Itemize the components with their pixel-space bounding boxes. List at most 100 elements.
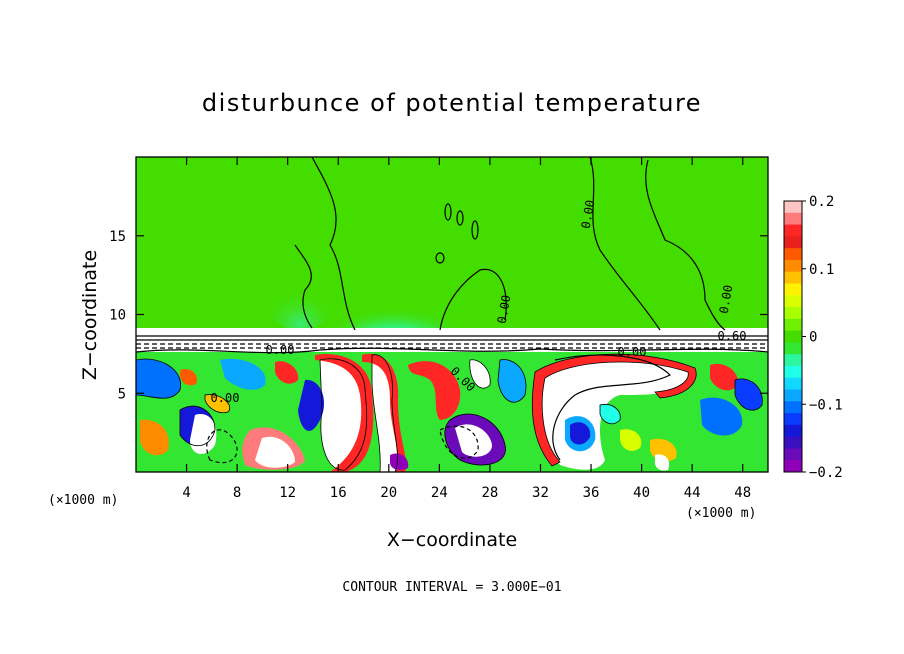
- colorbar-swatch: [784, 460, 802, 473]
- contour-line: [311, 157, 356, 331]
- colorbar-swatch: [784, 212, 802, 226]
- x-unit-left: (×1000 m): [48, 493, 118, 508]
- contour-closed: [206, 429, 238, 464]
- colorbar-swatch: [784, 365, 802, 379]
- anomaly-blob: [220, 358, 266, 390]
- colorbar-tick-label: 0.1: [809, 262, 834, 278]
- x-tick-label: 8: [233, 485, 241, 501]
- colorbar-swatch: [784, 224, 802, 237]
- anomaly-blob: [320, 358, 367, 471]
- blob-contour: [371, 354, 398, 472]
- anomaly-blob: [654, 454, 670, 471]
- contour-closed: [435, 252, 445, 264]
- colorbar-swatch: [784, 424, 802, 438]
- colorbar-swatch: [784, 271, 802, 284]
- x-tick-label: 32: [532, 485, 549, 501]
- x-tick-label: 28: [481, 485, 498, 501]
- blob-contour: [204, 394, 231, 414]
- anomaly-blob: [136, 359, 181, 399]
- x-tick-label: 36: [583, 485, 600, 501]
- anomaly-blob: [735, 378, 763, 411]
- x-axis-label: X−coordinate: [387, 529, 517, 551]
- colorbar-swatch: [784, 307, 802, 320]
- contour-label: 0.60: [718, 329, 747, 343]
- colorbar-swatch: [784, 248, 802, 261]
- colorbar-tick-label: 0.2: [809, 194, 834, 210]
- blob-contour: [599, 403, 621, 425]
- cyan-anomaly-3: [265, 270, 335, 330]
- blob-contour: [497, 359, 527, 403]
- colorbar-tick-label: −0.1: [809, 397, 843, 413]
- colorbar-swatch: [784, 436, 802, 449]
- x-tick-label: 40: [633, 485, 650, 501]
- colorbar-tick-label: −0.2: [809, 465, 843, 481]
- blob-contour: [531, 353, 697, 467]
- x-tick-label: 12: [279, 485, 296, 501]
- y-axis-label: Z−coordinate: [79, 250, 101, 380]
- anomaly-blob: [180, 369, 198, 386]
- y-tick-label: 5: [118, 386, 126, 402]
- contour-label: 0.00: [211, 391, 240, 405]
- contour-closed: [439, 425, 479, 459]
- contour-line: [136, 347, 768, 354]
- anomaly-blob: [275, 361, 299, 384]
- anomaly-blob: [455, 424, 492, 457]
- y-tick-label: 15: [109, 229, 126, 245]
- x-tick-label: 48: [734, 485, 751, 501]
- colorbar-swatch: [784, 295, 802, 308]
- blob-contour: [469, 359, 491, 389]
- contour-line: [589, 157, 661, 331]
- anomaly-blob: [298, 379, 325, 431]
- contour-label: 0.00: [495, 294, 514, 325]
- blob-contour: [734, 378, 763, 411]
- colorbar-swatch: [784, 389, 802, 402]
- colorbar-swatch: [784, 354, 802, 367]
- chart-title: disturbunce of potential temperature: [202, 89, 702, 117]
- anomaly-blob: [700, 397, 743, 436]
- anomaly-blob: [390, 453, 409, 470]
- contour-interval-footer: CONTOUR INTERVAL = 3.000E−01: [342, 580, 561, 595]
- colorbar: 0.2 0.1 0 −0.1 −0.2: [783, 194, 843, 481]
- turbulent-blobs: [136, 353, 763, 472]
- contour-line: [294, 244, 313, 329]
- colorbar-swatch: [784, 342, 802, 355]
- contour-line: [645, 159, 726, 331]
- x-axis: 4 8 12 16 20 24 28 32 36 40 44 48: [182, 157, 751, 501]
- anomaly-blob: [498, 359, 526, 403]
- anomaly-blob: [362, 353, 407, 472]
- x-tick-label: 24: [431, 485, 448, 501]
- contour-label: 0.00: [266, 343, 295, 357]
- contour-closed: [444, 203, 452, 221]
- colorbar-swatch: [784, 318, 802, 332]
- colorbar-swatch: [784, 377, 802, 391]
- x-unit-right: (×1000 m): [686, 506, 756, 521]
- colorbar-swatch: [784, 413, 802, 426]
- blob-contour: [179, 405, 216, 447]
- contour-closed: [471, 220, 479, 240]
- anomaly-blob: [600, 404, 621, 424]
- blob-contour: [319, 358, 368, 471]
- colorbar-swatch: [784, 330, 802, 343]
- x-tick-label: 16: [330, 485, 347, 501]
- anomaly-blob: [408, 361, 461, 420]
- plot-field: [136, 157, 768, 472]
- contour-line: [439, 268, 507, 331]
- anomaly-blob: [190, 414, 217, 455]
- colorbar-swatch: [784, 448, 802, 461]
- contour-closed: [456, 210, 464, 226]
- x-tick-label: 44: [684, 485, 701, 501]
- x-tick-label: 20: [380, 485, 397, 501]
- colorbar-tick-label: 0: [809, 330, 817, 346]
- contour-label: 0.00: [717, 284, 736, 315]
- contour-line: [552, 354, 672, 461]
- colorbar-swatch: [784, 259, 802, 273]
- anomaly-blob: [620, 429, 642, 451]
- contour-label: 0.00: [579, 199, 598, 230]
- y-tick-label: 10: [109, 308, 126, 324]
- anomaly-blob: [140, 419, 169, 456]
- contour-label: 0.00: [618, 345, 647, 359]
- colorbar-swatch: [784, 401, 802, 414]
- anomaly-blob: [710, 363, 739, 391]
- contour-lines: [136, 157, 768, 464]
- colorbar-swatch: [784, 283, 802, 296]
